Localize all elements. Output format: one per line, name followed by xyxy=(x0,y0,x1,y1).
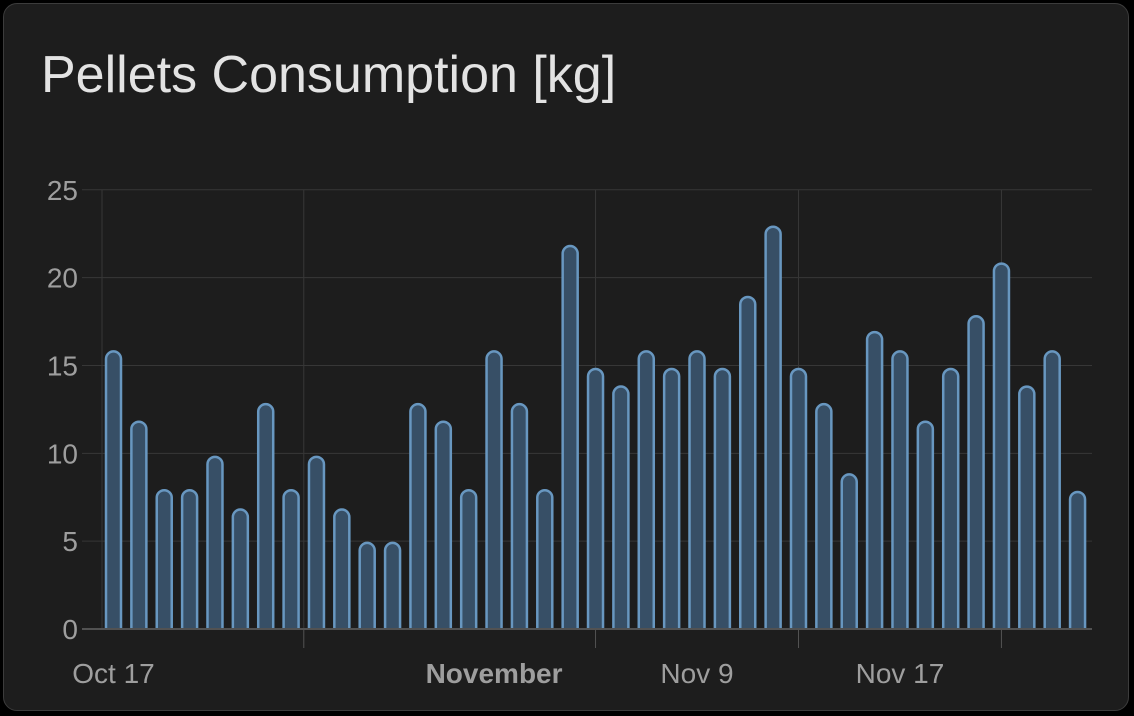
bar-nov-19[interactable] xyxy=(941,367,960,629)
chart-title: Pellets Consumption [kg] xyxy=(41,46,617,104)
bar-nov-7[interactable] xyxy=(637,350,656,629)
bar-nov-11[interactable] xyxy=(739,295,757,629)
bar-nov-23[interactable] xyxy=(1043,350,1061,629)
bar-oct-28[interactable] xyxy=(383,541,402,629)
bar-nov-21[interactable] xyxy=(992,262,1011,629)
bar-oct-18[interactable] xyxy=(130,420,148,629)
x-tick-label: Nov 17 xyxy=(856,658,945,689)
bar-oct-25[interactable] xyxy=(307,455,326,629)
bar-nov-6[interactable] xyxy=(612,385,630,629)
bar-nov-14[interactable] xyxy=(815,402,833,629)
bar-oct-24[interactable] xyxy=(282,489,300,629)
y-tick-label: 10 xyxy=(47,438,78,469)
bar-nov-1[interactable] xyxy=(485,350,503,629)
x-tick-label: November xyxy=(426,658,563,689)
x-tick-label: Oct 17 xyxy=(72,658,154,689)
bar-oct-31[interactable] xyxy=(459,489,478,629)
bar-oct-23[interactable] xyxy=(256,402,275,629)
bar-nov-24[interactable] xyxy=(1068,490,1087,629)
bar-oct-22[interactable] xyxy=(231,508,250,629)
y-tick-label: 20 xyxy=(47,263,78,294)
bar-nov-22[interactable] xyxy=(1018,385,1036,629)
bar-oct-17[interactable] xyxy=(104,350,123,629)
y-tick-label: 5 xyxy=(62,526,78,557)
bar-nov-10[interactable] xyxy=(713,367,732,629)
bar-nov-17[interactable] xyxy=(891,350,909,629)
bar-nov-9[interactable] xyxy=(688,350,706,629)
bar-nov-8[interactable] xyxy=(662,367,681,629)
bar-nov-12[interactable] xyxy=(764,225,782,629)
bar-oct-27[interactable] xyxy=(358,541,376,629)
bar-nov-4[interactable] xyxy=(561,244,579,629)
bar-oct-20[interactable] xyxy=(180,489,199,629)
y-tick-label: 15 xyxy=(47,350,78,381)
bar-nov-15[interactable] xyxy=(840,473,858,629)
bar-nov-20[interactable] xyxy=(967,315,985,629)
bar-nov-2[interactable] xyxy=(510,402,529,629)
bar-nov-3[interactable] xyxy=(536,489,554,629)
bar-oct-30[interactable] xyxy=(434,420,453,629)
x-tick-label: Nov 9 xyxy=(660,658,733,689)
bar-oct-29[interactable] xyxy=(409,402,427,629)
bar-oct-26[interactable] xyxy=(333,508,351,629)
bar-nov-5[interactable] xyxy=(586,367,605,629)
bar-nov-13[interactable] xyxy=(789,367,808,629)
y-tick-label: 25 xyxy=(47,175,78,206)
bar-oct-19[interactable] xyxy=(155,489,173,629)
y-tick-label: 0 xyxy=(62,614,78,645)
bar-nov-16[interactable] xyxy=(865,330,884,629)
bar-nov-18[interactable] xyxy=(916,420,935,629)
bar-oct-21[interactable] xyxy=(206,455,224,629)
